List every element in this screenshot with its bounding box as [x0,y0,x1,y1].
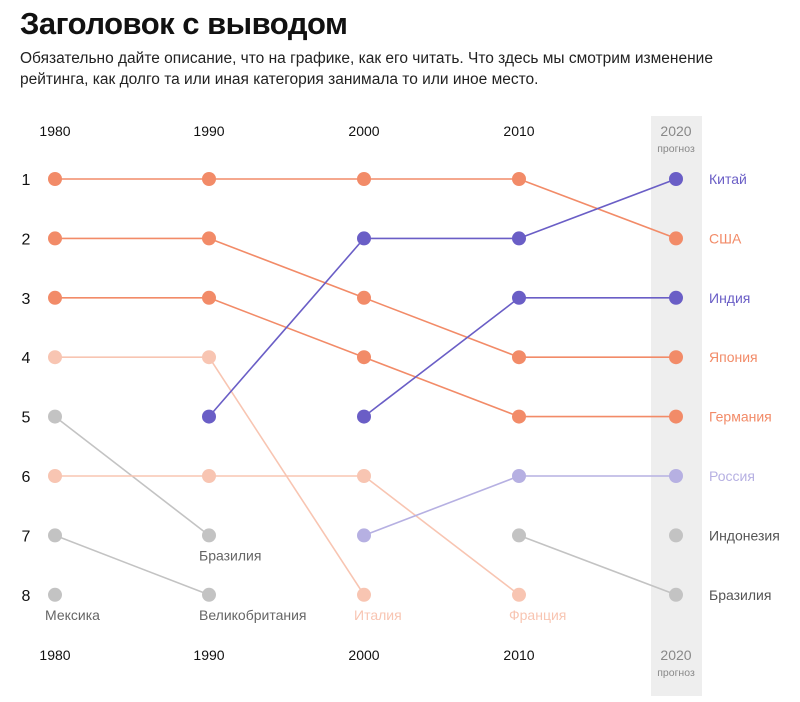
data-point-Мексика-1980 [48,587,62,602]
data-point-США-2000 [357,172,371,186]
data-point-Россия-2000 [357,528,371,543]
data-point-Франция-2010 [512,587,526,602]
data-point-Великобритания-1990 [202,587,216,602]
data-point-Бразилия-2020 [669,587,683,602]
series-label-Франция: Франция [509,607,566,623]
data-point-Германия-1980 [48,290,62,305]
series-label-Бразилия: Бразилия [199,547,261,563]
data-point-Франция-1980 [48,469,62,483]
series-line-Индия [363,297,520,418]
series-line-Япония [363,297,520,358]
series-label-Бразилия: Бразилия [709,587,771,603]
data-point-Япония-2000 [357,290,371,305]
series-line-Германия [363,356,520,418]
data-point-Германия-2000 [357,350,371,365]
data-point-Китай-2000 [357,231,371,246]
forecast-label: прогноз [657,143,695,155]
x-tick-label-1990: 1990 [193,647,224,663]
data-point-США-1980 [48,172,62,186]
series-line-Китай [518,178,677,240]
data-point-Великобритания-1980 [48,528,62,543]
chart-subtitle: Обязательно дайте описание, что на графи… [20,50,713,88]
x-tick-label-1980: 1980 [39,123,70,139]
series-label-Великобритания: Великобритания [199,607,307,623]
series-line-Бразилия [518,534,677,596]
series-label-США: США [709,230,742,246]
x-tick-label-2020: 2020 [660,123,691,139]
y-tick-label-7: 7 [22,528,31,545]
data-point-Индия-2010 [512,290,526,305]
x-tick-label-1980: 1980 [39,647,70,663]
forecast-label: прогноз [657,667,695,679]
x-tick-label-2000: 2000 [348,123,379,139]
data-point-Бразилия-1990 [202,528,216,543]
data-point-Россия-2020 [669,469,683,483]
data-point-Италия-1980 [48,350,62,365]
series-label-Германия: Германия [709,409,772,425]
y-tick-label-1: 1 [22,172,31,189]
chart-title: Заголовок с выводом [20,6,348,41]
data-point-Италия-2000 [357,587,371,602]
series-line-Россия [363,475,520,537]
data-point-Италия-1990 [202,350,216,365]
forecast-band [651,116,702,696]
series-line-Франция [363,475,520,596]
series-label-Индия: Индия [709,290,750,306]
series-line-Япония [208,237,365,299]
series-line-Великобритания [54,534,210,596]
data-point-Германия-2010 [512,409,526,424]
data-point-Япония-1980 [48,231,62,246]
series-label-Мексика: Мексика [45,607,100,623]
y-tick-label-8: 8 [22,588,31,605]
series-label-Индонезия: Индонезия [709,527,780,543]
x-tick-label-2010: 2010 [503,123,534,139]
data-point-Индия-2000 [357,409,371,424]
series-label-Россия: Россия [709,468,755,484]
x-tick-label-2010: 2010 [503,647,534,663]
x-tick-label-2020: 2020 [660,647,691,663]
data-point-Индия-2020 [669,290,683,305]
data-point-Япония-1990 [202,231,216,246]
data-point-Китай-1990 [202,409,216,424]
series-line-Китай [208,237,365,418]
y-tick-label-2: 2 [22,231,31,248]
y-tick-label-4: 4 [22,350,31,367]
series-label-Италия: Италия [354,607,402,623]
data-point-Китай-2010 [512,231,526,246]
data-point-Россия-2010 [512,469,526,483]
data-point-Бразилия-2010 [512,528,526,543]
y-tick-label-6: 6 [22,469,31,486]
data-point-Германия-2020 [669,409,683,424]
data-point-Бразилия-1980 [48,409,62,424]
x-tick-label-2000: 2000 [348,647,379,663]
series-label-Япония: Япония [709,349,758,365]
data-point-Франция-1990 [202,469,216,483]
data-point-США-1990 [202,172,216,186]
data-point-Китай-2020 [669,172,683,186]
data-point-Германия-1990 [202,290,216,305]
x-tick-label-1990: 1990 [193,123,224,139]
data-point-США-2010 [512,172,526,186]
y-tick-label-5: 5 [22,410,31,427]
data-point-Япония-2010 [512,350,526,365]
series-label-Китай: Китай [709,171,747,187]
data-point-Индонезия-2020 [669,528,683,543]
data-point-Япония-2020 [669,350,683,365]
data-point-Франция-2000 [357,469,371,483]
y-tick-label-3: 3 [22,291,31,308]
data-point-США-2020 [669,231,683,246]
